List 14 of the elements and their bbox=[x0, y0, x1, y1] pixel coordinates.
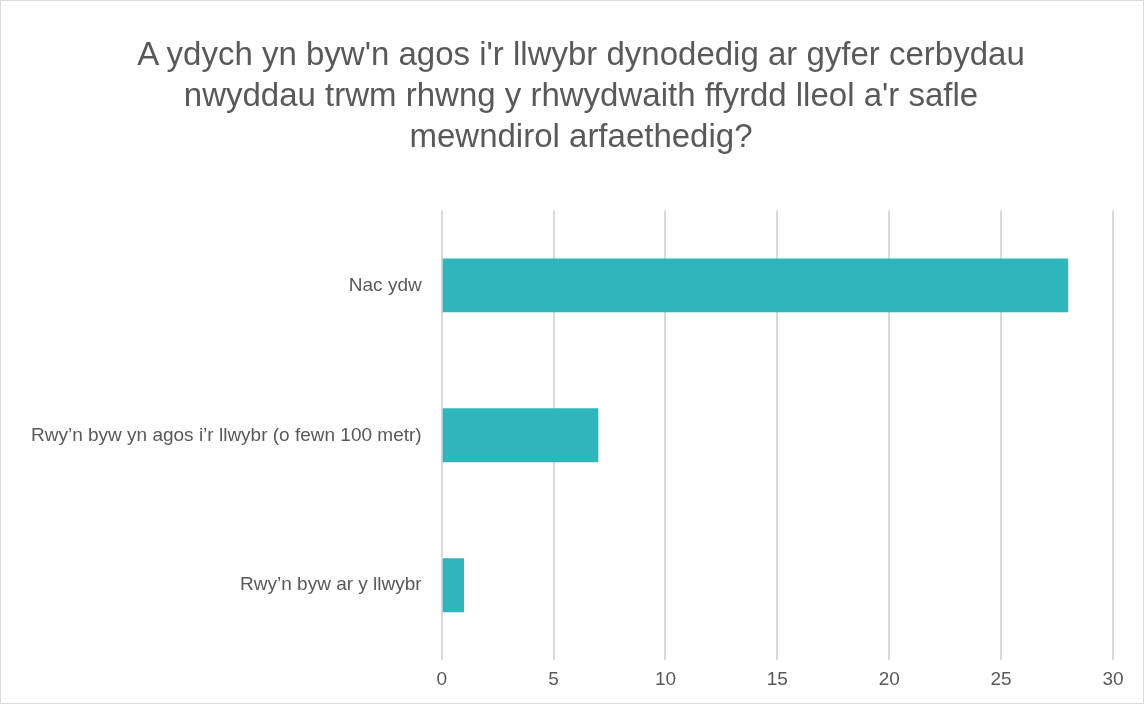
bar bbox=[442, 408, 599, 463]
x-tick-label: 25 bbox=[990, 667, 1012, 689]
bar bbox=[442, 558, 465, 613]
x-tick-label: 5 bbox=[548, 667, 559, 689]
y-tick-label: Rwy’n byw yn agos i’r llwybr (o fewn 100 metr) bbox=[30, 423, 422, 445]
x-tick-label: 10 bbox=[654, 667, 677, 689]
bar bbox=[442, 258, 1069, 313]
x-tick-label: 0 bbox=[436, 667, 447, 689]
x-tick-label: 15 bbox=[766, 667, 788, 689]
x-tick-label: 20 bbox=[878, 667, 900, 689]
y-tick-label: Nac ydw bbox=[348, 273, 422, 295]
y-tick-label: Rwy’n byw ar y llwybr bbox=[240, 573, 423, 595]
x-tick-label: 30 bbox=[1102, 667, 1124, 689]
chart-title: A ydych yn byw'n agos i'r llwybr dynodedig ar gyfer cerbydau nwyddau trwm rhwng y rhwydwaith ffyrdd lleol a'r safle mewndirol arfaethedig? bbox=[136, 34, 1026, 156]
